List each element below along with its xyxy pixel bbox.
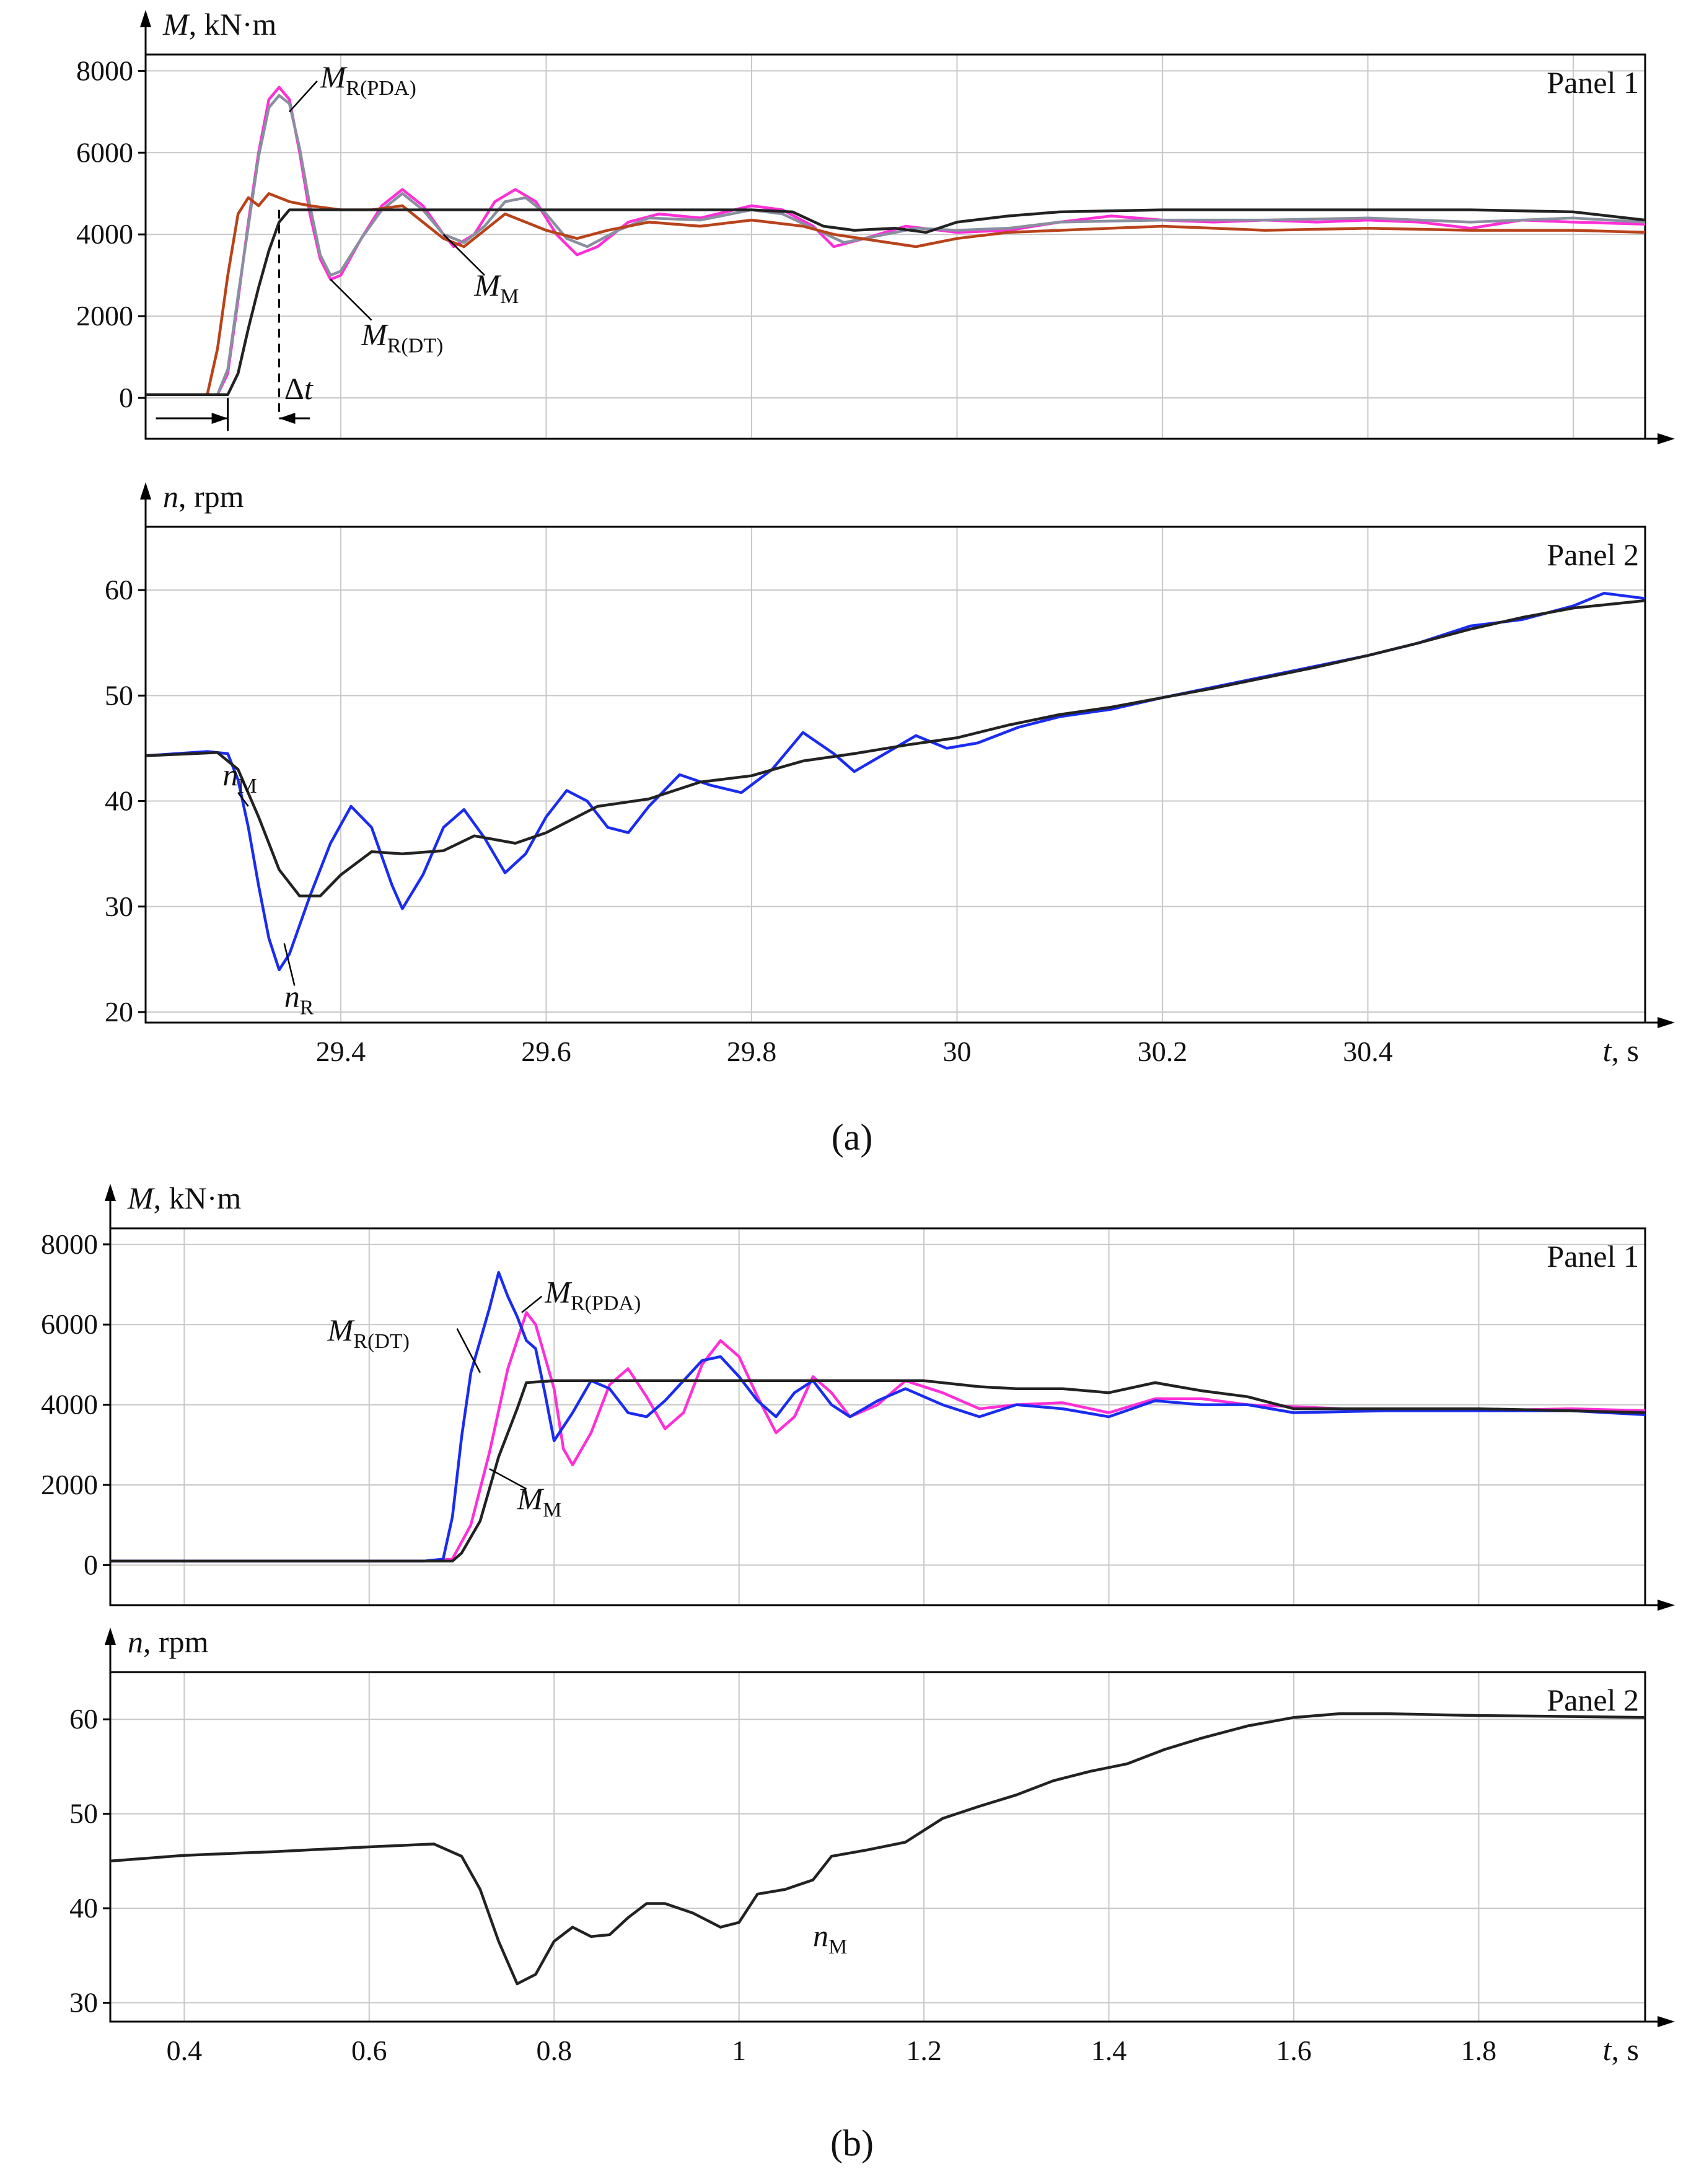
y-axis-label: M, kN·m [127,1181,241,1215]
series-label-n-m: nM [222,757,257,798]
x-tick-label: 30.2 [1138,1036,1188,1067]
series-line-m-r-pda- [110,1311,1646,1563]
y-tick-label: 50 [105,679,133,711]
series-line-m-r-brown [146,192,1646,397]
plot-frame [144,53,1646,440]
leader-line [442,234,485,276]
delta-t-arrowhead-left [211,413,228,425]
series-line-m-r-dt- [110,1270,1646,1563]
x-tick-label: 30 [942,1036,971,1067]
series-line-n-m [110,1712,1646,1986]
y-axis-arrow [140,482,151,500]
series-label-m-r-dt-: MR(DT) [361,317,443,357]
y-tick-label: 8000 [41,1228,98,1260]
series-line-n-m [145,599,1646,897]
series-label-m-r-pda-: MR(PDA) [544,1275,641,1315]
x-tick-label: 29.8 [727,1036,777,1067]
y-tick-label: 60 [105,574,133,605]
y-tick-label: 4000 [76,218,133,250]
x-tick-label: 29.6 [521,1036,571,1067]
x-tick-label: 0.8 [536,2035,572,2066]
y-tick-label: 0 [84,1549,98,1580]
panel-label: Panel 1 [1547,65,1639,100]
delta-t-label: Δt [284,371,314,406]
panel-label: Panel 2 [1547,1683,1639,1717]
x-tick-label: 0.6 [351,2035,387,2066]
y-tick-label: 4000 [41,1389,98,1420]
x-tick-label: 30.4 [1343,1036,1393,1067]
y-tick-label: 30 [69,1987,98,2019]
leader-line [289,80,318,113]
series-line-m-m [110,1379,1646,1563]
y-axis-arrow [105,1184,116,1201]
x-tick-label: 1.6 [1276,2035,1312,2066]
y-tick-label: 6000 [41,1308,98,1340]
x-axis-arrow [1658,2016,1675,2027]
x-axis-arrow [1658,433,1675,444]
y-tick-label: 2000 [76,300,133,332]
series-line-m-r-dt- [146,94,1646,397]
y-axis-label: M, kN·m [162,7,276,42]
caption-a: (a) [832,1117,873,1158]
series-label-n-m: nM [813,1918,847,1958]
leader-line [489,1468,527,1490]
delta-t-arrowhead-right [279,413,296,425]
y-tick-label: 8000 [76,55,133,86]
leader-line [237,792,249,807]
y-tick-label: 20 [105,996,133,1028]
series-line-m-m [146,208,1646,397]
leader-line [283,943,296,986]
series-line-n-r [145,591,1646,972]
caption-b: (b) [830,2123,874,2164]
series-label-n-r: nR [284,979,314,1019]
y-tick-label: 6000 [76,136,133,168]
chart-b1: 0 2000 4000 6000 8000 M, kN·m Panel 1 MR(DT) MR(… [41,1181,1675,1611]
y-tick-label: 60 [69,1703,98,1735]
chart-a2: 20 30 40 50 60 29.4 29.6 29.8 30 30.2 30.4 n, rpm t,… [105,479,1675,1068]
y-tick-label: 0 [119,382,133,413]
plot-frame [144,526,1646,1024]
x-axis-label: t, s [1603,1033,1639,1068]
y-tick-label: 50 [69,1798,98,1830]
x-tick-label: 1.4 [1091,2035,1127,2066]
series-label-m-m: MM [473,268,519,308]
y-axis-arrow [140,10,151,27]
y-tick-label: 40 [105,785,133,817]
x-tick-label: 1.8 [1461,2035,1497,2066]
y-tick-label: 30 [105,891,133,922]
chart-b2: 30 40 50 60 0.4 0.6 0.8 1 1.2 1.4 1.6 1.8 n, rpm t, s… [69,1624,1675,2067]
leader-line [456,1328,481,1373]
series-label-m-r-pda-: MR(PDA) [320,59,416,100]
x-tick-label: 0.4 [167,2035,203,2066]
y-axis-label: n, rpm [128,1624,209,1659]
leader-line [521,1295,543,1313]
y-axis-arrow [105,1627,116,1645]
y-axis-label: n, rpm [163,479,244,514]
series-label-m-r-dt-: MR(DT) [327,1313,410,1353]
y-tick-label: 2000 [41,1469,98,1500]
panel-label: Panel 2 [1547,537,1639,572]
x-axis-arrow [1658,1017,1675,1028]
plot-frame [109,1227,1646,1606]
panel-label: Panel 1 [1547,1239,1639,1274]
chart-a1: 0 2000 4000 6000 8000 M, kN·m Panel 1 MR(PDA) MR… [76,7,1675,444]
y-tick-label: 40 [69,1892,98,1924]
x-tick-label: 1.2 [906,2035,942,2066]
x-axis-arrow [1658,1600,1675,1611]
x-tick-label: 29.4 [316,1036,366,1067]
x-tick-label: 1 [732,2035,746,2066]
leader-line [330,278,372,321]
x-axis-label: t, s [1603,2032,1639,2067]
